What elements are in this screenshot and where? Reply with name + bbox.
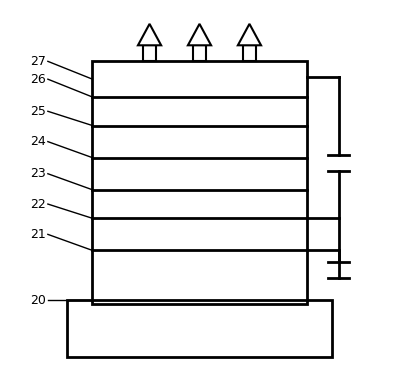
- Polygon shape: [238, 24, 261, 45]
- Text: 25: 25: [30, 105, 46, 118]
- Text: 23: 23: [30, 167, 46, 180]
- Text: 24: 24: [30, 135, 46, 148]
- Text: 26: 26: [30, 73, 46, 86]
- Polygon shape: [138, 24, 161, 45]
- Text: 27: 27: [30, 55, 46, 68]
- Text: 22: 22: [30, 197, 46, 211]
- Polygon shape: [188, 24, 211, 45]
- Bar: [143, 45, 156, 61]
- Bar: [193, 45, 206, 61]
- Bar: [243, 45, 256, 61]
- Bar: [93, 61, 306, 304]
- Text: 21: 21: [30, 228, 46, 241]
- Text: 20: 20: [30, 294, 46, 307]
- Bar: [67, 300, 332, 358]
